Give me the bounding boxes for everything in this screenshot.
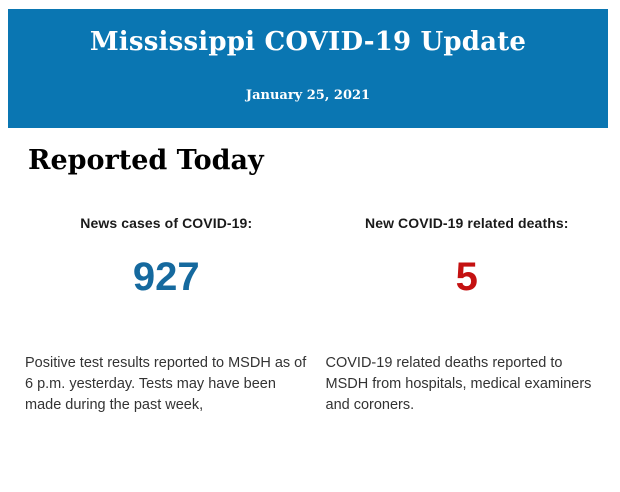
stat-label-new-cases: News cases of COVID-19: (80, 215, 253, 231)
stat-value-new-deaths: 5 (455, 255, 478, 299)
report-date: January 25, 2021 (245, 88, 371, 103)
stat-description-new-cases: Positive test results reported to MSDH a… (25, 355, 307, 413)
stats-grid: News cases of COVID-19: 927 Positive tes… (0, 215, 620, 416)
stat-new-cases: News cases of COVID-19: 927 Positive tes… (25, 215, 308, 416)
section-heading: Reported Today (28, 145, 264, 176)
stat-description-new-deaths: COVID-19 related deaths reported to MSDH… (325, 355, 592, 413)
stat-new-deaths: New COVID-19 related deaths: 5 COVID-19 … (326, 215, 609, 416)
page-title: Mississippi COVID-19 Update (89, 27, 527, 57)
stat-label-new-deaths: New COVID-19 related deaths: (364, 215, 569, 231)
stat-value-new-cases: 927 (132, 255, 200, 299)
header-banner: Mississippi COVID-19 Update January 25, … (8, 9, 608, 128)
